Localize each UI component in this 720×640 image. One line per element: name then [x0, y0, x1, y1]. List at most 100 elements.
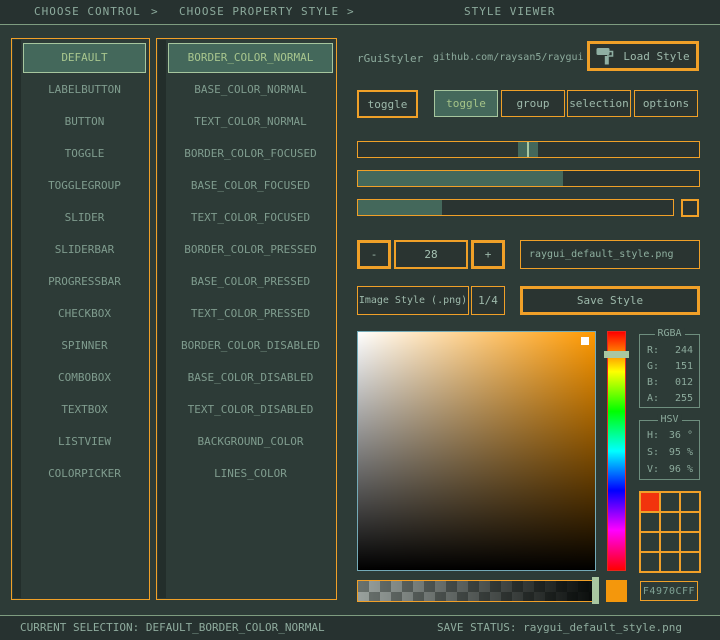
chevron-right-icon: > — [151, 5, 159, 18]
list-item-checkbox[interactable]: CHECKBOX — [58, 307, 111, 320]
color-sample-cell[interactable] — [661, 493, 679, 511]
current-selection-status: CURRENT SELECTION: DEFAULT_BORDER_COLOR_… — [20, 621, 325, 634]
list-item-lines-color[interactable]: LINES_COLOR — [214, 467, 287, 480]
rgba-r-label: R: — [647, 345, 660, 356]
rgba-g-label: G: — [647, 361, 660, 372]
progress-bar — [357, 199, 674, 216]
list-item-text-color-disabled[interactable]: TEXT_COLOR_DISABLED — [187, 403, 314, 416]
section-title-choose-property: CHOOSE PROPERTY STYLE — [179, 5, 340, 18]
rgba-groupbox: RGBA R: 244 G: 151 B: 012 A: 255 — [639, 328, 700, 408]
list-item-progressbar[interactable]: PROGRESSBAR — [48, 275, 121, 288]
color-sample-cell[interactable] — [681, 553, 699, 571]
rgba-a-value: 255 — [674, 393, 693, 404]
rgba-g-value: 151 — [674, 361, 693, 372]
list-item-slider[interactable]: SLIDER — [64, 211, 105, 224]
toggle-group-item-toggle[interactable]: toggle — [434, 90, 498, 117]
paint-roller-icon — [596, 48, 614, 65]
list-item-colorpicker[interactable]: COLORPICKER — [48, 467, 121, 480]
section-title-style-viewer: STYLE VIEWER — [464, 5, 556, 18]
list-item-text-color-normal[interactable]: TEXT_COLOR_NORMAL — [194, 115, 307, 128]
list-item-sliderbar[interactable]: SLIDERBAR — [54, 243, 115, 256]
toggle-group-item-group[interactable]: group — [501, 90, 565, 117]
hsv-groupbox: HSV H: 36 ° S: 95 % V: 96 % — [639, 414, 700, 480]
rgba-r-value: 244 — [674, 345, 693, 356]
hsv-title: HSV — [657, 414, 682, 426]
hsv-s-value: 95 % — [668, 447, 693, 458]
section-title-choose-control: CHOOSE CONTROL — [34, 5, 141, 18]
alpha-bar-handle[interactable] — [592, 577, 599, 604]
color-sample-cell[interactable] — [661, 533, 679, 551]
spinner-value[interactable]: 28 — [394, 240, 468, 269]
list-item-toggle[interactable]: TOGGLE — [64, 147, 105, 160]
list-item-base-color-pressed[interactable]: BASE_COLOR_PRESSED — [190, 275, 311, 288]
color-sample-cell[interactable] — [661, 513, 679, 531]
list-item-labelbutton[interactable]: LABELBUTTON — [48, 83, 121, 96]
property-list-scrollbar[interactable] — [158, 40, 166, 598]
list-item-border-color-disabled[interactable]: BORDER_COLOR_DISABLED — [180, 339, 321, 352]
list-item-togglegroup[interactable]: TOGGLEGROUP — [48, 179, 121, 192]
bottom-status-bar: CURRENT SELECTION: DEFAULT_BORDER_COLOR_… — [0, 615, 720, 640]
repo-link[interactable]: github.com/raysan5/raygui — [433, 52, 584, 63]
color-sample-cell[interactable] — [641, 553, 659, 571]
progress-bar-fill — [358, 200, 442, 215]
hue-bar-handle[interactable] — [604, 351, 629, 358]
color-sample-cell[interactable] — [681, 493, 699, 511]
load-style-button[interactable]: Load Style — [587, 41, 699, 71]
toggle-button[interactable]: toggle — [357, 90, 418, 118]
list-item-base-color-normal[interactable]: BASE_COLOR_NORMAL — [194, 83, 307, 96]
file-name-input[interactable]: raygui_default_style.png — [520, 240, 700, 269]
list-item-button[interactable]: BUTTON — [64, 115, 105, 128]
list-item-border-color-pressed[interactable]: BORDER_COLOR_PRESSED — [184, 243, 317, 256]
save-status: SAVE STATUS: raygui_default_style.png — [437, 621, 683, 634]
list-item-textbox[interactable]: TEXTBOX — [61, 403, 108, 416]
list-item-combobox[interactable]: COMBOBOX — [58, 371, 111, 384]
current-color-swatch — [606, 580, 627, 602]
hue-bar[interactable] — [604, 331, 629, 571]
list-item-default[interactable]: DEFAULT — [23, 43, 146, 73]
checkbox[interactable] — [681, 199, 699, 217]
page-indicator[interactable]: 1/4 — [471, 286, 505, 315]
color-picker-cursor[interactable] — [581, 337, 589, 345]
color-sample-cell[interactable] — [641, 513, 659, 531]
load-style-label: Load Style — [623, 49, 690, 63]
list-item-base-color-disabled[interactable]: BASE_COLOR_DISABLED — [187, 371, 314, 384]
chevron-right-icon: > — [347, 5, 355, 18]
list-item-base-color-focused[interactable]: BASE_COLOR_FOCUSED — [190, 179, 311, 192]
property-list: BORDER_COLOR_NORMAL BASE_COLOR_NORMAL TE… — [156, 38, 337, 600]
save-style-button[interactable]: Save Style — [520, 286, 700, 315]
slider-bar[interactable] — [357, 170, 700, 187]
list-item-border-color-normal[interactable]: BORDER_COLOR_NORMAL — [168, 43, 333, 73]
list-item-listview[interactable]: LISTVIEW — [58, 435, 111, 448]
toggle-group-item-options[interactable]: options — [634, 90, 698, 117]
control-list-scrollbar[interactable] — [13, 40, 21, 598]
toggle-group-item-selection[interactable]: selection — [567, 90, 631, 117]
color-picker-sv-panel[interactable] — [357, 331, 596, 571]
slider[interactable] — [357, 141, 700, 158]
hex-value-box[interactable]: F4970CFF — [640, 581, 698, 601]
spinner-increment-button[interactable]: + — [471, 240, 505, 269]
rgba-b-value: 012 — [674, 377, 693, 388]
rgba-a-label: A: — [647, 393, 660, 404]
list-item-border-color-focused[interactable]: BORDER_COLOR_FOCUSED — [184, 147, 317, 160]
list-item-background-color[interactable]: BACKGROUND_COLOR — [197, 435, 304, 448]
list-item-spinner[interactable]: SPINNER — [61, 339, 108, 352]
rgba-title: RGBA — [654, 328, 685, 340]
color-sample-cell[interactable] — [681, 533, 699, 551]
slider-handle[interactable] — [518, 142, 538, 157]
color-sample-cell[interactable] — [641, 533, 659, 551]
list-item-text-color-pressed[interactable]: TEXT_COLOR_PRESSED — [190, 307, 311, 320]
hsv-h-label: H: — [647, 430, 660, 441]
list-item-text-color-focused[interactable]: TEXT_COLOR_FOCUSED — [190, 211, 311, 224]
color-sample-cell[interactable] — [661, 553, 679, 571]
hsv-h-value: 36 ° — [668, 430, 693, 441]
color-samples-grid — [639, 491, 701, 573]
alpha-bar[interactable] — [357, 577, 599, 604]
image-style-button[interactable]: Image Style (.png) — [357, 286, 469, 315]
slider-bar-fill — [358, 171, 563, 186]
hsv-v-label: V: — [647, 464, 660, 475]
app-name-label: rGuiStyler — [357, 52, 424, 65]
rgba-b-label: B: — [647, 377, 660, 388]
color-sample-cell[interactable] — [641, 493, 659, 511]
spinner-decrement-button[interactable]: - — [357, 240, 391, 269]
color-sample-cell[interactable] — [681, 513, 699, 531]
